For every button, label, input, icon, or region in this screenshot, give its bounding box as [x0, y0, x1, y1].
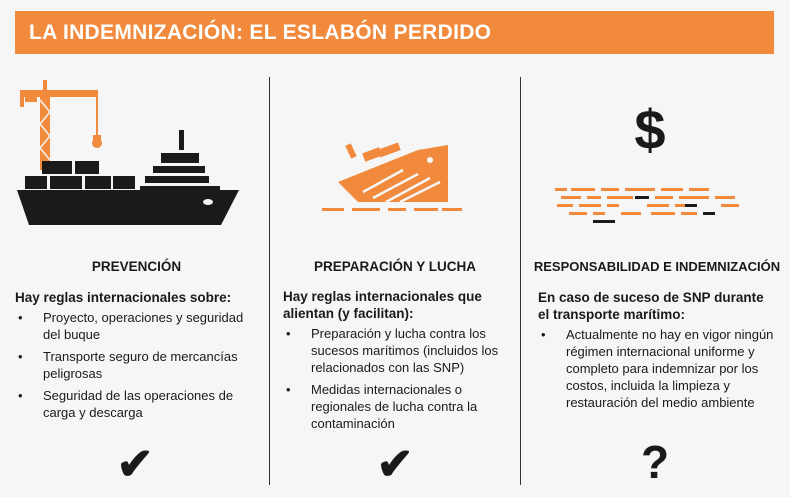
bullet-list-preparation: Preparación y lucha contra los sucesos m…: [283, 325, 511, 437]
column-intro-preparation: Hay reglas internacionales que alientan …: [283, 289, 482, 321]
question-mark-icon: ?: [640, 436, 670, 488]
list-item: Transporte seguro de mercancías peligros…: [15, 348, 263, 382]
column-divider: [520, 77, 521, 485]
list-item: Proyecto, operaciones y seguridad del bu…: [15, 309, 263, 343]
column-intro-liability: En caso de suceso de SNP durante el tran…: [538, 290, 764, 322]
check-mark-icon: ✔: [116, 440, 154, 489]
column-heading-preparation: PREPARACIÓN Y LUCHA: [313, 259, 477, 274]
column-heading-prevention: PREVENCIÓN: [91, 259, 182, 274]
list-item: Preparación y lucha contra los sucesos m…: [283, 325, 511, 376]
title-banner: LA INDEMNIZACIÓN: EL ESLABÓN PERDIDO: [15, 11, 774, 54]
column-intro-prevention: Hay reglas internacionales sobre:: [15, 290, 232, 305]
list-item: Seguridad de las operaciones de carga y …: [15, 387, 263, 421]
page-title: LA INDEMNIZACIÓN: EL ESLABÓN PERDIDO: [29, 21, 492, 44]
bullet-list-liability: Actualmente no hay en vigor ningún régim…: [538, 326, 778, 416]
list-item: Actualmente no hay en vigor ningún régim…: [538, 326, 778, 411]
column-divider: [269, 77, 270, 485]
list-item: Medidas internacionales o regionales de …: [283, 381, 511, 432]
column-heading-liability: RESPONSABILIDAD E INDEMNIZACIÓN: [533, 259, 781, 274]
sinking-ship-icon: [318, 140, 468, 225]
bullet-list-prevention: Proyecto, operaciones y seguridad del bu…: [15, 309, 263, 426]
check-mark-icon: ✔: [376, 440, 414, 489]
cargo-ship-with-crane-icon: [15, 78, 245, 233]
